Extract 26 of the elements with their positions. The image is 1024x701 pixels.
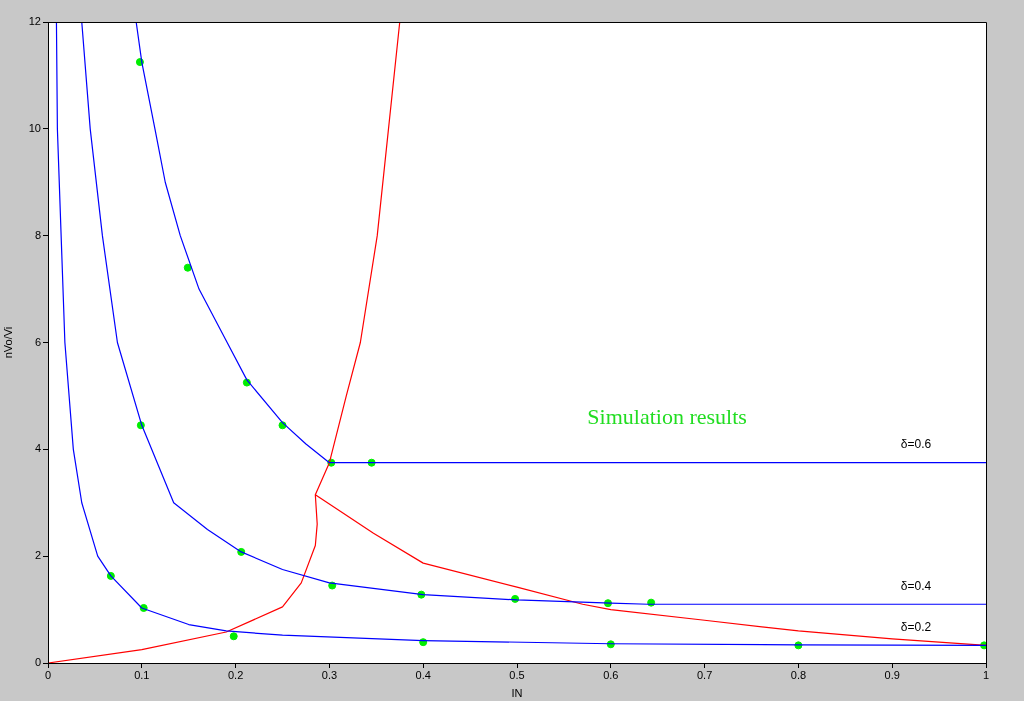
y-tick-label: 12 <box>28 15 41 28</box>
x-tick-label: 1 <box>982 668 990 681</box>
x-tick-label: 0.3 <box>321 668 338 681</box>
point <box>183 263 192 272</box>
x-tick-label: 0.7 <box>696 668 713 681</box>
x-tick-label: 0.2 <box>227 668 244 681</box>
y-axis-title: nVo/Vi <box>1 326 14 359</box>
x-tick-label: 0.9 <box>884 668 900 681</box>
x-tick-label: 0.6 <box>603 668 619 681</box>
x-tick-label: 0.1 <box>134 668 150 681</box>
series-label: δ=0.2 <box>900 619 932 634</box>
y-tick-label: 6 <box>34 335 41 348</box>
x-tick-label: 0 <box>44 668 52 681</box>
annotation: Simulation results <box>587 403 747 429</box>
y-tick-label: 10 <box>28 121 41 134</box>
x-axis-title: IN <box>511 687 523 700</box>
series-label: δ=0.6 <box>900 437 932 451</box>
point <box>229 632 238 641</box>
x-tick-label: 0.4 <box>415 668 431 681</box>
y-tick-label: 0 <box>34 656 41 669</box>
y-tick-label: 4 <box>34 442 41 455</box>
series-label: δ=0.4 <box>900 578 932 593</box>
y-tick-label: 8 <box>34 228 41 241</box>
x-tick-label: 0.8 <box>790 668 807 681</box>
y-tick-label: 2 <box>34 549 41 562</box>
x-tick-label: 0.5 <box>509 668 525 681</box>
